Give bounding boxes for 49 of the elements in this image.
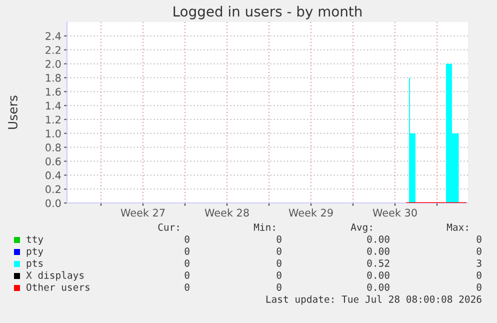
x-tick-label: Week 29 — [288, 208, 333, 217]
text: 0 — [184, 259, 190, 267]
text: 0.00 — [367, 247, 390, 255]
text: 0.52 — [367, 259, 390, 267]
legend-label: tty — [26, 236, 44, 245]
text: 0.00 — [367, 283, 390, 291]
text: 0.00 — [367, 235, 390, 243]
text: 0 — [476, 271, 482, 279]
y-tick-label: 1.0 — [46, 130, 61, 138]
x-tick-label: Week 27 — [120, 208, 165, 217]
x-tick-label: Week 30 — [372, 208, 417, 217]
text: Last update: Tue Jul 28 08:00:08 2026 — [266, 295, 482, 305]
text: 0 — [276, 271, 282, 279]
text: 0 — [476, 235, 482, 243]
y-tick-label: 1.4 — [46, 102, 61, 110]
text: 0.00 — [367, 271, 390, 279]
text: 0 — [476, 247, 482, 255]
y-tick-label: 0.6 — [46, 157, 61, 166]
text: Min: — [254, 223, 275, 231]
y-tick-label: 2.2 — [46, 46, 60, 54]
legend-label: X displays — [26, 271, 84, 281]
y-tick-label: 0.0 — [46, 199, 61, 208]
text: 0 — [184, 283, 190, 291]
y-tick-label: 1.6 — [46, 88, 61, 96]
text: 0 — [276, 283, 282, 291]
text: 0 — [276, 259, 282, 267]
text: 0 — [184, 271, 190, 279]
text: 0 — [184, 235, 190, 243]
legend-label: pty — [26, 248, 44, 257]
chart-title: Logged in users - by month — [174, 6, 362, 20]
text: Avg: — [350, 224, 372, 233]
legend-label: Other users — [26, 283, 90, 291]
x-tick-label: Week 28 — [204, 208, 249, 217]
y-tick-label: 0.2 — [46, 185, 60, 194]
y-tick-label: 1.8 — [46, 74, 61, 82]
text: 0 — [276, 247, 282, 255]
text: Cur: — [158, 223, 179, 231]
y-tick-label: 2.4 — [46, 32, 61, 40]
text: 0 — [476, 283, 482, 291]
y-tick-label: 0.4 — [46, 171, 61, 180]
text: 3 — [476, 259, 482, 267]
y-axis-title: Users — [8, 96, 18, 129]
text: 0 — [276, 235, 282, 243]
y-tick-label: 0.8 — [46, 144, 61, 152]
text: 0 — [184, 247, 190, 255]
y-tick-label: 1.2 — [46, 116, 60, 124]
legend-label: pts — [26, 260, 43, 269]
y-tick-label: 2.0 — [46, 60, 61, 68]
text: Max: — [446, 224, 468, 231]
